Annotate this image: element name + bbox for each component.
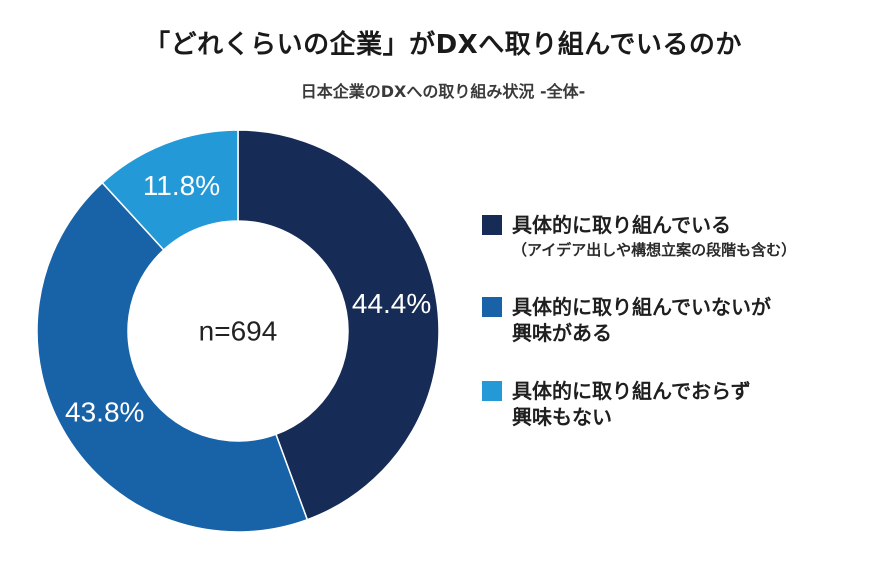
legend-swatch (482, 381, 502, 401)
legend-label-line2: 興味がある (512, 321, 612, 345)
legend: 具体的に取り組んでいる （アイデア出しや構想立案の段階も含む） 具体的に取り組ん… (482, 212, 882, 462)
slice-value-label: 11.8% (143, 170, 220, 201)
slice-value-label: 44.4% (352, 288, 431, 319)
legend-swatch (482, 215, 502, 235)
legend-item-interested: 具体的に取り組んでいないが 興味がある (482, 294, 882, 346)
legend-label: 具体的に取り組んでいないが (512, 295, 771, 319)
chart-subtitle: 日本企業のDXへの取り組み状況 -全体- (300, 82, 586, 101)
legend-swatch (482, 297, 502, 317)
legend-label-line2: 興味もない (512, 405, 612, 429)
legend-item-not-interested: 具体的に取り組んでおらず 興味もない (482, 378, 882, 430)
legend-label: 具体的に取り組んでいる (512, 213, 731, 237)
donut-slice (237, 129, 440, 521)
chart-title: 「どれくらいの企業」がDXへ取り組んでいるのか (144, 30, 742, 60)
legend-note: （アイデア出しや構想立案の段階も含む） (512, 241, 797, 259)
donut-center-label: n=694 (199, 316, 278, 347)
donut-slice (101, 129, 239, 251)
legend-item-engaged: 具体的に取り組んでいる （アイデア出しや構想立案の段階も含む） (482, 212, 882, 262)
legend-label: 具体的に取り組んでおらず (512, 379, 751, 403)
slice-value-label: 43.8% (65, 397, 144, 428)
donut-slice (36, 181, 309, 533)
